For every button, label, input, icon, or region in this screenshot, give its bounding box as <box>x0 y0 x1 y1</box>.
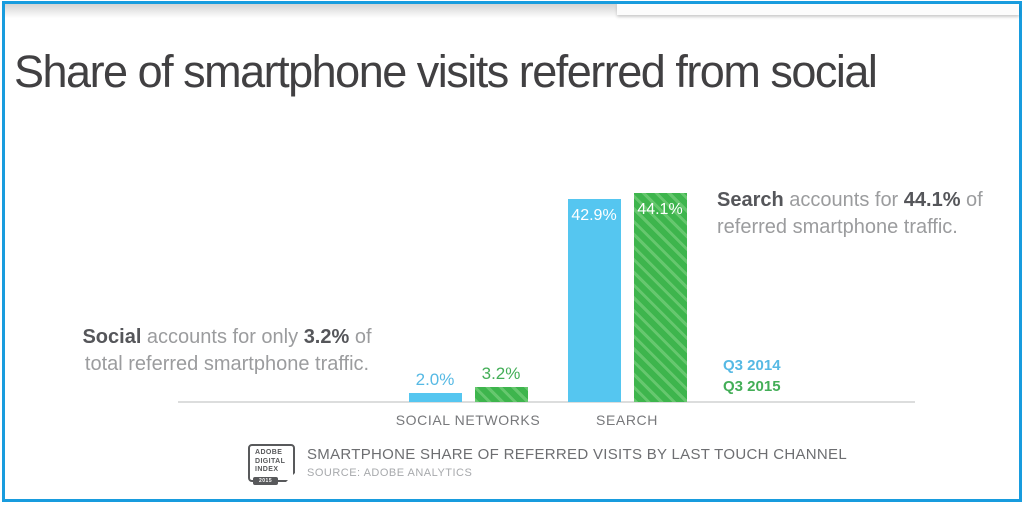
bar-q3-2014-social-networks <box>408 393 462 402</box>
annotation-text: accounts for only <box>141 326 304 348</box>
chart-legend: Q3 2014 Q3 2015 <box>723 355 781 397</box>
bar-value-label: 42.9% <box>571 207 617 224</box>
logo-year-badge: 2015 <box>253 477 279 485</box>
logo-line-1: ADOBE <box>255 449 283 456</box>
annotation-text: of <box>349 326 372 348</box>
x-axis-line <box>178 401 915 403</box>
footer: ADOBE DIGITAL INDEX 2015 SMARTPHONE SHAR… <box>248 444 847 485</box>
logo-line-3: INDEX <box>255 466 279 473</box>
chart-caption: SMARTPHONE SHARE OF REFERRED VISITS BY L… <box>307 446 847 463</box>
social-annotation: Social accounts for only 3.2% of total re… <box>53 324 401 378</box>
source-caption: SOURCE: ADOBE ANALYTICS <box>307 467 473 479</box>
search-annotation: Search accounts for 44.1% of referred sma… <box>717 187 1023 241</box>
bar-q3-2015-search <box>633 193 687 402</box>
annotation-text: Search <box>717 189 784 211</box>
annotation-text: 3.2% <box>303 326 350 348</box>
annotation-text: Social <box>82 326 142 348</box>
category-label-search: SEARCH <box>596 412 658 428</box>
logo-corner-notch <box>286 473 295 482</box>
legend-item-q3-2015: Q3 2015 <box>723 378 781 395</box>
bar-group-search: 42.9% 44.1% <box>567 193 687 402</box>
logo-line-2: DIGITAL <box>255 457 286 465</box>
annotation-text: referred smartphone traffic. <box>717 216 958 238</box>
legend-item-q3-2014: Q3 2014 <box>723 357 781 374</box>
page-title: Share of smartphone visits referred from… <box>14 46 878 98</box>
bar-group-social-networks: 2.0% 3.2% <box>408 364 528 402</box>
bar-slot: 2.0% <box>408 370 462 402</box>
annotation-text: total referred smartphone traffic. <box>84 353 370 375</box>
overlap-strip <box>617 4 1019 15</box>
annotation-text: of <box>960 189 983 211</box>
bar-slot: 44.1% <box>633 193 687 402</box>
bar-value-label: 3.2% <box>481 364 521 383</box>
bar-slot: 3.2% <box>474 364 528 402</box>
bar-value-label: 2.0% <box>415 370 455 389</box>
category-label-social-networks: SOCIAL NETWORKS <box>395 412 541 428</box>
bar-q3-2014-search <box>567 199 621 402</box>
bar-q3-2015-social-networks <box>474 387 528 402</box>
footer-captions: SMARTPHONE SHARE OF REFERRED VISITS BY L… <box>307 444 847 479</box>
adobe-digital-index-logo: ADOBE DIGITAL INDEX 2015 <box>248 444 295 485</box>
annotation-text: accounts for <box>783 189 904 211</box>
plot-area: 2.0% 3.2% 42.9% 44.1% <box>5 4 1019 402</box>
bar-slot: 42.9% <box>567 199 621 402</box>
annotation-text: 44.1% <box>903 189 961 211</box>
bar-value-label: 44.1% <box>637 201 683 218</box>
